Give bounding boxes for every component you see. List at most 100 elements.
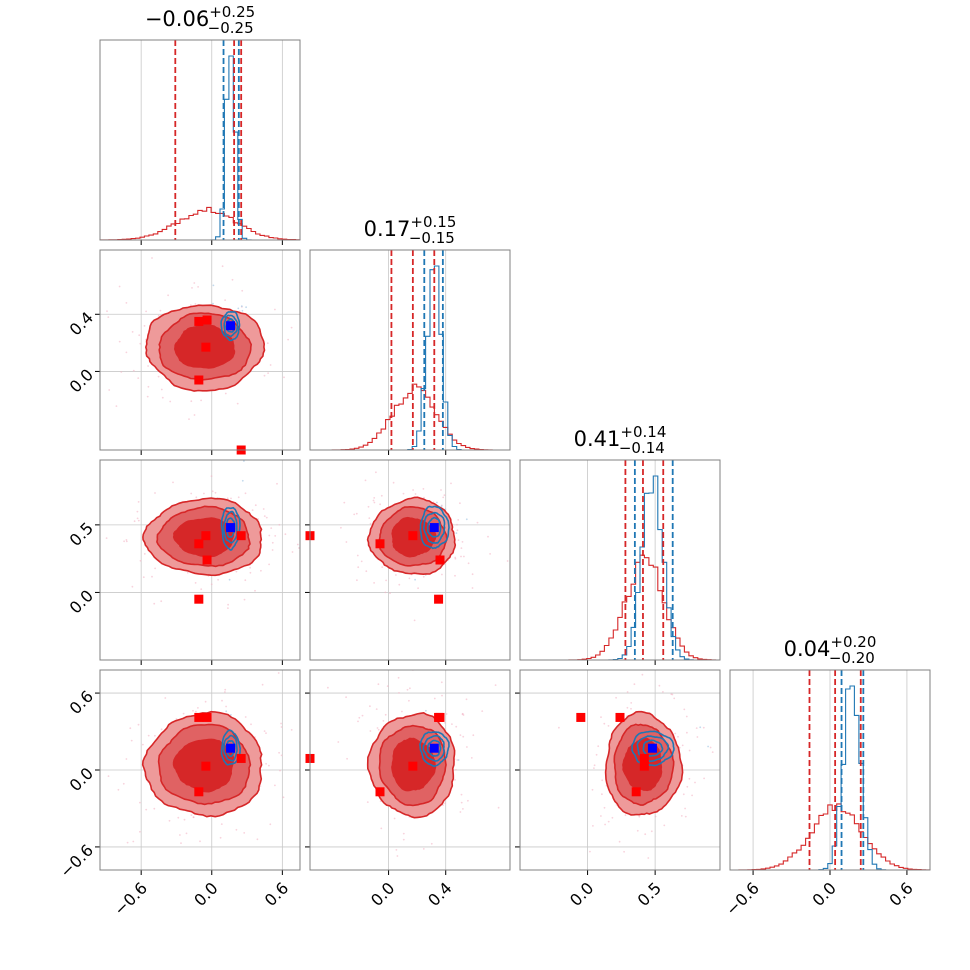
red-marker [194, 712, 204, 722]
sample-point [269, 823, 272, 826]
sample-point [298, 547, 300, 549]
sample-point [199, 840, 201, 843]
sample-point [385, 579, 387, 582]
sample-point [457, 539, 460, 541]
sample-point [136, 517, 139, 520]
blue-marker [429, 523, 439, 533]
sample-point [459, 811, 462, 813]
sample-point [694, 781, 696, 784]
sample-point [393, 817, 396, 820]
blue-marker [226, 321, 236, 331]
sample-point [146, 395, 149, 398]
sample-point [422, 488, 425, 490]
sample-point [345, 696, 347, 699]
sample-point [123, 540, 125, 543]
sample-point [461, 712, 464, 715]
sample-point [147, 385, 150, 388]
sample-point [686, 731, 688, 734]
sample-point [236, 402, 239, 405]
sample-point [408, 699, 410, 702]
sample-point [147, 365, 150, 367]
sample-point [558, 726, 560, 729]
sample-point [398, 583, 401, 586]
sample-point [591, 788, 594, 791]
sample-point [219, 836, 222, 839]
sample-point [263, 374, 266, 377]
sample-point [274, 308, 276, 311]
scatter-panel-3-0 [107, 672, 293, 844]
sample-point [455, 768, 457, 771]
sample-point [153, 602, 156, 605]
sample-point [263, 730, 266, 732]
blue-contour-2 [426, 516, 442, 538]
red-marker [194, 316, 204, 326]
sample-point [615, 696, 617, 699]
blue-contour-0 [419, 505, 450, 550]
sample-point [369, 522, 372, 525]
histogram-3: 0.04+0.20 −0.20 [730, 633, 931, 871]
sample-point [278, 523, 281, 526]
sample-point [228, 578, 231, 581]
sample-point [193, 282, 196, 284]
title-upper-error: +0.20 [830, 633, 876, 651]
sample-point [280, 754, 283, 757]
sample-point [673, 697, 676, 700]
sample-point [680, 815, 683, 817]
sample-point [658, 684, 661, 687]
sample-point [372, 499, 375, 502]
sample-point [240, 305, 243, 308]
sample-point [131, 585, 134, 588]
sample-point [210, 583, 213, 586]
sample-point [265, 516, 268, 519]
red-marker [639, 761, 649, 771]
sample-point [444, 722, 446, 724]
sample-point [143, 325, 146, 327]
sample-point [195, 710, 197, 713]
sample-point [460, 555, 462, 558]
sample-point [151, 257, 153, 259]
red-histogram [730, 803, 931, 871]
sample-point [190, 814, 193, 816]
sample-point [125, 539, 128, 541]
sample-point [244, 716, 247, 718]
red-marker [202, 555, 212, 565]
panel-1-1 [310, 250, 510, 455]
sample-point [237, 307, 240, 310]
sample-point [396, 855, 399, 857]
sample-point [650, 830, 653, 833]
sample-point [251, 509, 254, 511]
sample-point [182, 712, 185, 715]
sample-point [630, 702, 633, 704]
sample-point [107, 775, 110, 777]
sample-point [161, 396, 164, 399]
sample-point [663, 824, 666, 827]
sample-point [191, 287, 193, 289]
sample-point [160, 388, 163, 391]
sample-point [711, 751, 714, 753]
sample-point [425, 709, 427, 712]
sample-point [636, 829, 639, 832]
sample-point [132, 369, 135, 372]
sample-point [356, 554, 359, 557]
blue-contour-0 [220, 729, 242, 766]
sample-point [624, 814, 627, 817]
red-marker [236, 753, 246, 763]
sample-point [200, 588, 203, 591]
sample-point [241, 289, 244, 292]
sample-point [460, 793, 463, 796]
red-marker [639, 753, 649, 763]
sample-point [160, 600, 163, 603]
sample-point [157, 314, 160, 317]
sample-point [283, 376, 285, 379]
blue-contour-1 [636, 735, 670, 763]
sample-point [366, 801, 369, 803]
sample-point [470, 757, 473, 759]
sample-point [108, 389, 111, 391]
sample-point [654, 815, 657, 818]
sample-point [459, 734, 462, 736]
sample-point [237, 496, 240, 499]
sample-point [601, 779, 604, 782]
scatter-panel-1-0 [106, 257, 293, 455]
red-marker [631, 787, 641, 797]
sample-point [262, 508, 265, 510]
